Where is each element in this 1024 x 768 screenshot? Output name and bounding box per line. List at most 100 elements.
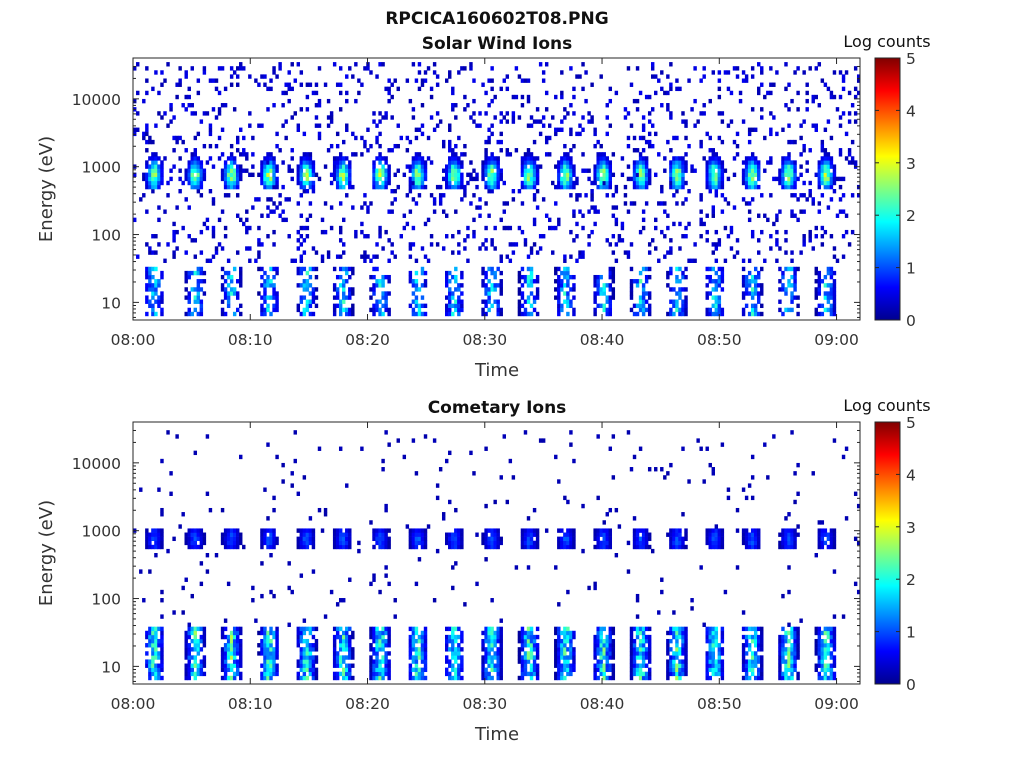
heatmap-cell bbox=[193, 630, 198, 636]
heatmap-cell bbox=[760, 193, 764, 198]
heatmap-cell bbox=[423, 626, 428, 632]
heatmap-cell bbox=[796, 107, 800, 112]
heatmap-cell bbox=[841, 176, 846, 182]
heatmap-cell bbox=[266, 152, 270, 157]
heatmap-cell bbox=[563, 164, 567, 169]
heatmap-cell bbox=[635, 176, 640, 182]
heatmap-cell bbox=[490, 667, 494, 673]
heatmap-cell bbox=[387, 279, 391, 284]
heatmap-cell bbox=[232, 536, 237, 542]
heatmap-cell bbox=[826, 180, 831, 186]
heatmap-cell bbox=[832, 164, 837, 169]
heatmap-cell bbox=[387, 172, 391, 178]
heatmap-cell bbox=[211, 225, 216, 231]
heatmap-cell bbox=[487, 647, 491, 652]
heatmap-cell bbox=[635, 630, 640, 636]
heatmap-cell bbox=[623, 201, 628, 206]
heatmap-cell bbox=[520, 659, 525, 664]
heatmap-cell bbox=[384, 671, 388, 677]
heatmap-cell bbox=[693, 258, 697, 263]
heatmap-cell bbox=[593, 311, 597, 317]
heatmap-cell bbox=[429, 193, 434, 198]
heatmap-cell bbox=[239, 62, 243, 67]
heatmap-cell bbox=[372, 274, 376, 280]
heatmap-cell bbox=[438, 201, 443, 206]
heatmap-cell bbox=[184, 532, 188, 537]
heatmap-cell bbox=[626, 430, 631, 435]
heatmap-cell bbox=[408, 626, 413, 632]
heatmap-cell bbox=[760, 291, 764, 296]
heatmap-cell bbox=[638, 638, 643, 644]
heatmap-cell bbox=[672, 164, 676, 169]
heatmap-cell bbox=[193, 160, 198, 165]
heatmap-cell bbox=[348, 287, 352, 292]
heatmap-cell bbox=[841, 209, 846, 214]
heatmap-cell bbox=[451, 630, 455, 636]
heatmap-cell bbox=[423, 667, 428, 673]
heatmap-cell bbox=[154, 671, 158, 677]
heatmap-cell bbox=[490, 598, 494, 603]
heatmap-cell bbox=[235, 279, 240, 284]
heatmap-cell bbox=[429, 242, 434, 247]
heatmap-cell bbox=[487, 659, 491, 664]
heatmap-cell bbox=[523, 667, 528, 673]
heatmap-cell bbox=[445, 667, 449, 673]
heatmap-cell bbox=[599, 184, 603, 190]
heatmap-cell bbox=[757, 671, 761, 677]
heatmap-cell bbox=[526, 168, 531, 173]
heatmap-cell bbox=[517, 655, 522, 660]
heatmap-cell bbox=[445, 213, 449, 218]
heatmap-cell bbox=[272, 184, 276, 190]
heatmap-cell bbox=[708, 184, 712, 190]
heatmap-cell bbox=[563, 107, 567, 112]
heatmap-cell bbox=[608, 283, 613, 288]
heatmap-cell bbox=[566, 295, 570, 300]
heatmap-cell bbox=[563, 495, 567, 501]
heatmap-cell bbox=[608, 242, 613, 247]
heatmap-cell bbox=[411, 544, 416, 550]
heatmap-cell bbox=[148, 168, 152, 173]
heatmap-cell bbox=[348, 667, 352, 673]
heatmap-cell bbox=[335, 671, 340, 677]
heatmap-cell bbox=[853, 94, 858, 100]
heatmap-cell bbox=[523, 156, 528, 161]
heatmap-cell bbox=[484, 303, 488, 309]
heatmap-cell bbox=[496, 164, 500, 169]
heatmap-cell bbox=[260, 643, 264, 648]
heatmap-cell bbox=[157, 532, 161, 537]
heatmap-cell bbox=[335, 303, 340, 309]
heatmap-cell bbox=[578, 123, 582, 128]
heatmap-cell bbox=[611, 630, 616, 636]
heatmap-cell bbox=[402, 225, 407, 231]
heatmap-cell bbox=[569, 647, 573, 652]
heatmap-cell bbox=[705, 160, 709, 165]
heatmap-cell bbox=[133, 172, 137, 178]
heatmap-cell bbox=[529, 303, 534, 309]
heatmap-cell bbox=[463, 184, 467, 190]
heatmap-cell bbox=[151, 659, 155, 664]
heatmap-cell bbox=[484, 299, 488, 304]
heatmap-cell bbox=[590, 197, 594, 202]
heatmap-cell bbox=[817, 62, 822, 67]
heatmap-cell bbox=[323, 164, 328, 169]
heatmap-cell bbox=[644, 274, 649, 280]
heatmap-cell bbox=[747, 279, 752, 284]
heatmap-cell bbox=[211, 234, 216, 239]
heatmap-cell bbox=[675, 299, 679, 304]
heatmap-cell bbox=[260, 630, 264, 636]
heatmap-cell bbox=[272, 242, 276, 247]
heatmap-cell bbox=[714, 279, 719, 284]
heatmap-cell bbox=[472, 193, 476, 198]
heatmap-cell bbox=[269, 295, 273, 300]
heatmap-cell bbox=[781, 283, 785, 288]
heatmap-cell bbox=[229, 82, 234, 87]
y-tick-label: 10000 bbox=[72, 91, 121, 109]
heatmap-cell bbox=[448, 626, 452, 632]
heatmap-cell bbox=[569, 176, 573, 182]
heatmap-cell bbox=[338, 544, 343, 550]
heatmap-cell bbox=[787, 176, 791, 182]
heatmap-cell bbox=[720, 544, 725, 550]
heatmap-cell bbox=[202, 638, 207, 644]
heatmap-cell bbox=[372, 544, 376, 550]
heatmap-cell bbox=[145, 651, 149, 656]
